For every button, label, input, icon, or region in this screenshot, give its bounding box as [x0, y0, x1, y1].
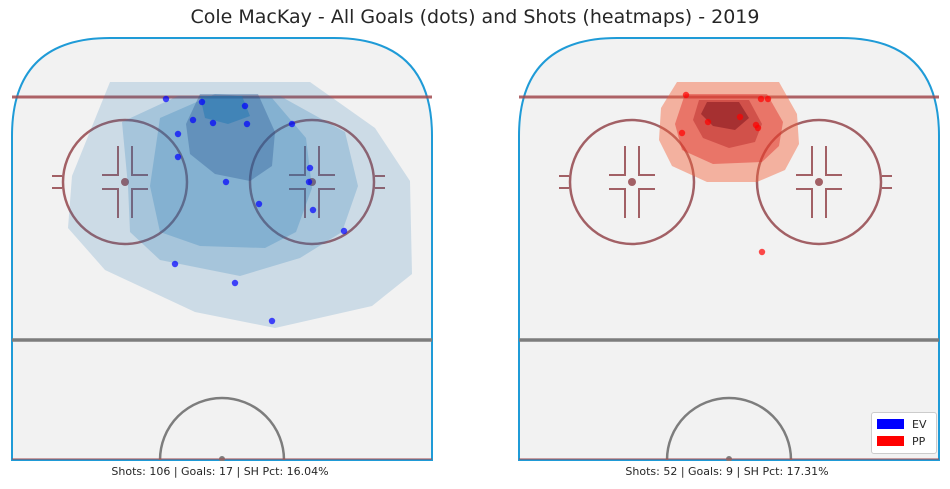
pp-goal-points	[678, 91, 772, 256]
rink-background	[518, 37, 940, 461]
faceoff-dot-right	[815, 178, 823, 186]
ev-goal-point	[231, 279, 239, 287]
pp-goal-point	[736, 113, 744, 121]
chart-title: Cole MacKay - All Goals (dots) and Shots…	[190, 6, 760, 28]
legend-swatch-ev	[877, 419, 904, 429]
faceoff-dot-left	[628, 178, 636, 186]
legend-label-ev: EV	[912, 417, 927, 431]
pp-goal-point	[682, 91, 690, 99]
ev-goal-point	[174, 153, 182, 161]
faceoff-circle-right	[755, 118, 883, 246]
faceoff-circle-right	[248, 118, 376, 246]
ev-goal-point	[288, 120, 296, 128]
ev-goal-point	[189, 116, 197, 124]
ev-goal-point	[222, 178, 230, 186]
ev-goal-point	[162, 95, 170, 103]
ev-goal-points	[162, 95, 348, 325]
hash-marks-left	[559, 146, 655, 218]
ev-goal-point	[171, 260, 179, 268]
faceoff-dot-left	[121, 178, 129, 186]
ev-goal-point	[243, 120, 251, 128]
hash-marks-right	[289, 146, 385, 218]
legend: EV PP	[871, 412, 937, 454]
pp-caption: Shots: 52 | Goals: 9 | SH Pct: 17.31%	[625, 465, 829, 478]
ev-goal-point	[241, 102, 249, 110]
ev-goal-point	[255, 200, 263, 208]
legend-swatch-pp	[877, 436, 904, 446]
ev-goal-point	[198, 98, 206, 106]
ev-goal-point	[340, 227, 348, 235]
pp-goal-point	[678, 129, 686, 137]
rink-background	[11, 37, 433, 461]
legend-label-pp: PP	[912, 434, 926, 448]
ev-goal-point	[268, 317, 276, 325]
ev-goal-point	[305, 178, 313, 186]
ev-rink-panel	[11, 37, 433, 461]
legend-item-pp: PP	[877, 434, 926, 448]
shot-heatmap	[659, 82, 799, 182]
hash-marks-left	[52, 146, 148, 218]
ev-goal-point	[309, 206, 317, 214]
legend-item-ev: EV	[877, 417, 927, 431]
ev-goal-point	[174, 130, 182, 138]
pp-rink-panel	[518, 37, 940, 461]
ev-caption: Shots: 106 | Goals: 17 | SH Pct: 16.04%	[111, 465, 329, 478]
center-circle	[158, 396, 286, 461]
pp-goal-point	[757, 95, 765, 103]
hash-marks-right	[796, 146, 892, 218]
pp-goal-point	[764, 95, 772, 103]
ev-goal-point	[306, 164, 314, 172]
pp-goal-point	[754, 124, 762, 132]
pp-goal-point	[758, 248, 766, 256]
pp-goal-point	[704, 118, 712, 126]
center-circle	[665, 396, 793, 461]
faceoff-circle-left	[61, 118, 189, 246]
shot-heatmap	[68, 82, 412, 328]
ev-goal-point	[209, 119, 217, 127]
faceoff-circle-left	[568, 118, 696, 246]
